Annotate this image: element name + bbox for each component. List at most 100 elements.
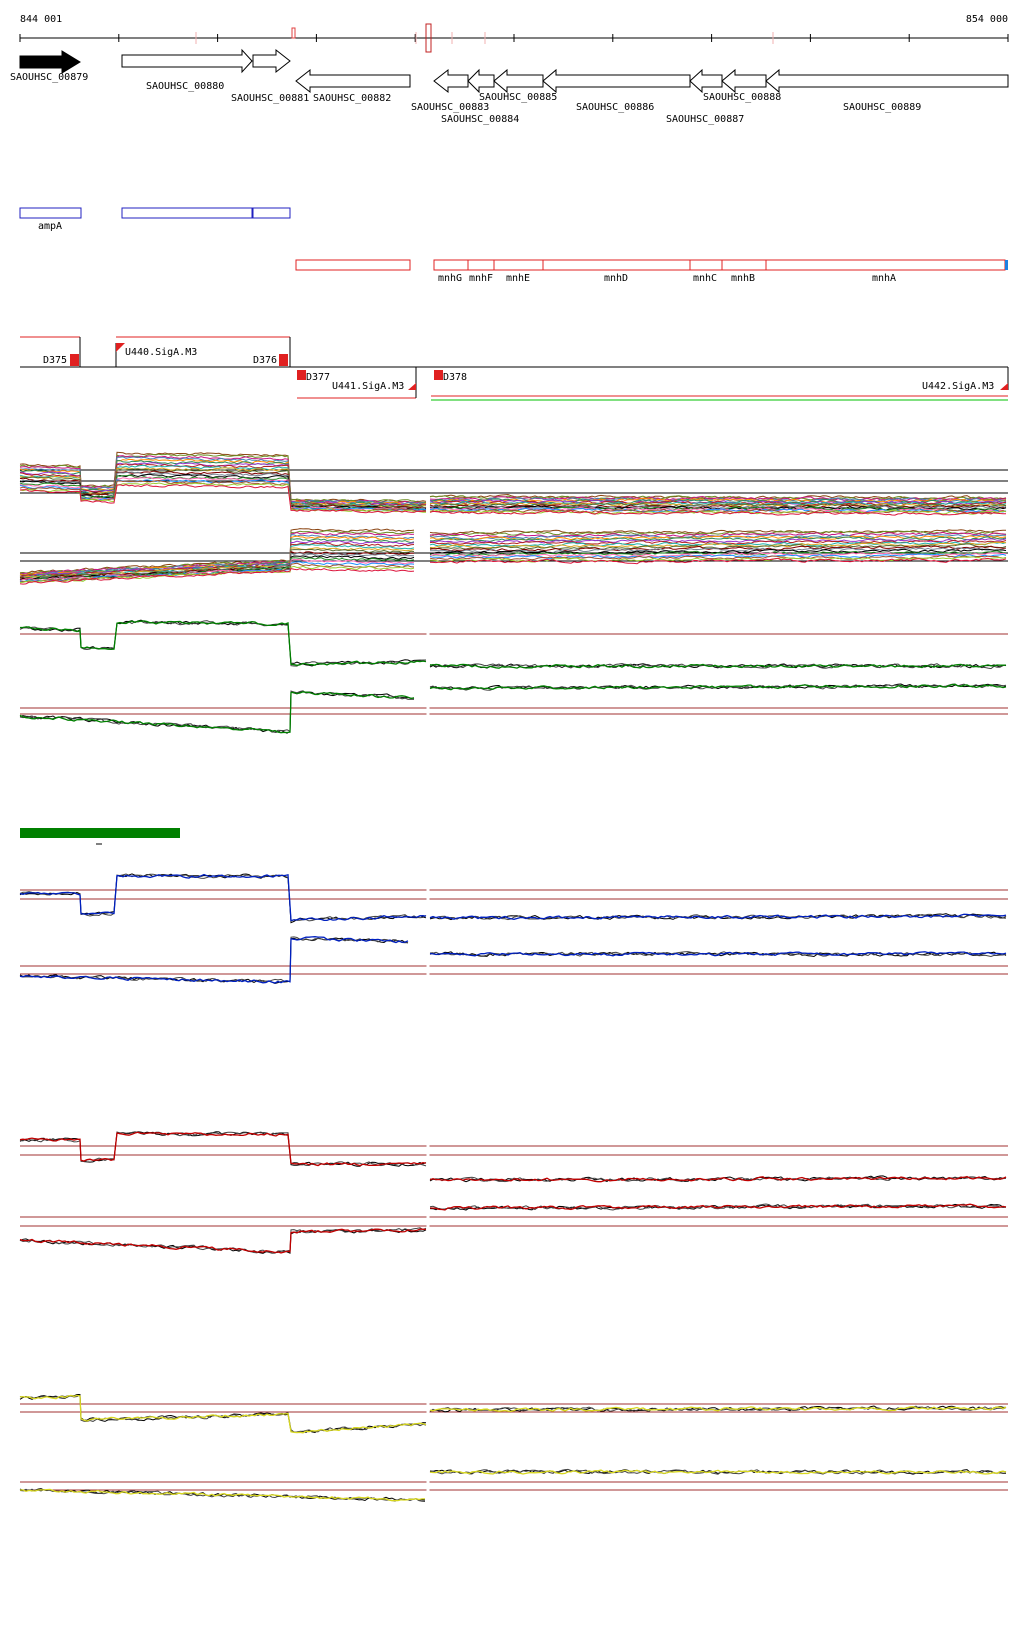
expression-trace bbox=[19, 558, 415, 582]
expression-trace bbox=[429, 550, 1007, 557]
expression-trace bbox=[429, 1468, 1007, 1475]
annotation-label: mnhD bbox=[604, 273, 628, 284]
gene-label: SAOUHSC_00886 bbox=[576, 102, 654, 113]
ruler-end-label: 854 000 bbox=[966, 14, 1008, 25]
coordinate-ruler: 844 001 854 000 bbox=[19, 14, 1009, 53]
expression-trace bbox=[429, 553, 1007, 560]
expression-trace bbox=[429, 505, 1007, 511]
expression-trace bbox=[19, 482, 426, 513]
tu-label: D378 bbox=[443, 372, 467, 383]
tu-label: U442.SigA.M3 bbox=[922, 381, 994, 392]
gene-arrow[interactable] bbox=[542, 68, 691, 94]
expression-trace bbox=[19, 538, 415, 577]
expression-trace bbox=[429, 1406, 1007, 1413]
gene-label: SAOUHSC_00884 bbox=[441, 114, 519, 125]
expression-trace bbox=[19, 690, 414, 733]
panel-green bbox=[19, 600, 1008, 760]
gene-arrow[interactable] bbox=[121, 48, 253, 74]
annotation-box[interactable] bbox=[721, 259, 767, 271]
gene-label: SAOUHSC_00883 bbox=[411, 102, 489, 113]
annotation-box[interactable] bbox=[121, 207, 253, 219]
ruler-start-label: 844 001 bbox=[20, 14, 62, 25]
expression-trace bbox=[20, 534, 415, 576]
expression-trace bbox=[19, 691, 415, 734]
annotation-label: mnhE bbox=[506, 273, 530, 284]
expression-trace bbox=[19, 1488, 425, 1502]
annotation-label: mnhB bbox=[731, 273, 755, 284]
gene-label: SAOUHSC_00887 bbox=[666, 114, 744, 125]
blue-annotation-track: ampA bbox=[19, 207, 291, 232]
annotation-label: mnhF bbox=[469, 273, 493, 284]
expression-trace bbox=[429, 507, 1007, 514]
panel-red bbox=[19, 1120, 1008, 1254]
gene-label: SAOUHSC_00880 bbox=[146, 81, 224, 92]
expression-trace bbox=[19, 456, 427, 505]
tu-label: U441.SigA.M3 bbox=[332, 381, 404, 392]
annotation-box[interactable] bbox=[19, 207, 82, 219]
tu-label: D376 bbox=[253, 355, 277, 366]
annotation-box[interactable] bbox=[295, 259, 411, 271]
gene-arrow[interactable] bbox=[433, 68, 469, 94]
expression-trace bbox=[429, 1405, 1007, 1412]
expression-trace bbox=[429, 554, 1007, 561]
gene-label: SAOUHSC_00879 bbox=[10, 72, 88, 83]
annotation-box[interactable] bbox=[433, 259, 469, 271]
expression-trace bbox=[19, 1228, 427, 1254]
annotation-box[interactable] bbox=[467, 259, 495, 271]
annotation-box[interactable] bbox=[542, 259, 691, 271]
expression-trace bbox=[429, 500, 1007, 507]
expression-trace bbox=[19, 936, 409, 984]
expression-trace bbox=[429, 1175, 1007, 1183]
tu-label: D375 bbox=[43, 355, 67, 366]
annotation-box[interactable] bbox=[765, 259, 1006, 271]
expression-trace bbox=[19, 936, 409, 983]
expression-trace bbox=[429, 683, 1007, 691]
tu-marker bbox=[1000, 383, 1008, 390]
expression-trace bbox=[429, 1203, 1007, 1211]
gene-arrow[interactable] bbox=[295, 68, 411, 94]
expression-trace bbox=[429, 536, 1007, 542]
expression-trace bbox=[429, 951, 1007, 957]
expression-trace bbox=[429, 510, 1007, 516]
gene-arrow[interactable] bbox=[19, 50, 81, 74]
panel-yellow bbox=[19, 1380, 1008, 1520]
annotation-label: mnhA bbox=[872, 273, 896, 284]
tu-marker bbox=[297, 370, 306, 380]
gene-label: SAOUHSC_00882 bbox=[313, 93, 391, 104]
ruler-marker bbox=[425, 23, 432, 53]
expression-trace bbox=[19, 873, 427, 922]
expression-trace bbox=[429, 663, 1007, 669]
red-annotation-track: mnhG mnhF mnhE mnhD mnhC mnhB mnhA bbox=[295, 259, 1008, 284]
gene-arrow[interactable] bbox=[467, 68, 495, 94]
expression-trace bbox=[19, 1394, 427, 1434]
expression-panels bbox=[19, 451, 1008, 1520]
annotation-label: mnhC bbox=[693, 273, 717, 284]
gene-arrow[interactable] bbox=[252, 48, 291, 74]
annotation-box[interactable] bbox=[689, 259, 723, 271]
annotation-box[interactable] bbox=[252, 207, 291, 219]
gene-label: SAOUHSC_00888 bbox=[703, 92, 781, 103]
expression-trace bbox=[429, 1469, 1007, 1475]
expression-trace bbox=[429, 541, 1007, 549]
expression-trace bbox=[429, 1469, 1006, 1475]
annotation-box-edge bbox=[1005, 260, 1008, 270]
ruler-marker bbox=[291, 27, 296, 39]
annotation-label: ampA bbox=[38, 221, 62, 232]
tu-marker bbox=[434, 370, 443, 380]
expression-trace bbox=[429, 530, 1007, 537]
gene-arrow[interactable] bbox=[493, 68, 544, 94]
gene-label: SAOUHSC_00881 bbox=[231, 93, 309, 104]
tu-marker bbox=[70, 354, 79, 366]
expression-trace bbox=[19, 451, 427, 503]
gene-arrow[interactable] bbox=[689, 68, 723, 94]
expression-trace bbox=[429, 1203, 1007, 1211]
expression-trace bbox=[429, 539, 1007, 545]
expression-trace bbox=[19, 470, 427, 510]
expression-trace bbox=[429, 495, 1007, 502]
gene-arrow[interactable] bbox=[765, 68, 1009, 94]
tu-marker bbox=[116, 343, 125, 352]
expression-trace bbox=[19, 484, 427, 514]
gene-arrow[interactable] bbox=[721, 68, 767, 94]
annotation-box[interactable] bbox=[493, 259, 544, 271]
